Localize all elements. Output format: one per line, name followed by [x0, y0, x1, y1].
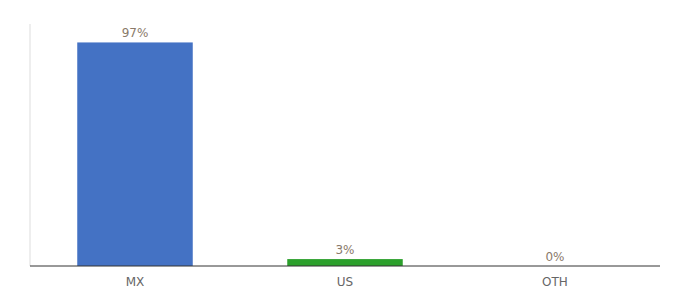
chart-container: 97% 3% 0% MX US OTH: [0, 0, 680, 300]
data-label: 97%: [122, 26, 149, 40]
x-tick-label: OTH: [542, 275, 568, 289]
y-axis-line: [30, 24, 31, 266]
bars: [77, 42, 403, 266]
chart: 97% 3% 0% MX US OTH: [0, 0, 680, 300]
x-tick-label: MX: [126, 275, 145, 289]
x-tick-label: US: [337, 275, 353, 289]
data-labels: 97% 3% 0%: [122, 26, 565, 264]
bar: [287, 259, 403, 266]
x-axis-line: [30, 266, 660, 267]
data-label: 0%: [545, 250, 564, 264]
bar: [77, 42, 193, 266]
data-label: 3%: [335, 243, 354, 257]
x-tick-labels: MX US OTH: [126, 275, 568, 289]
